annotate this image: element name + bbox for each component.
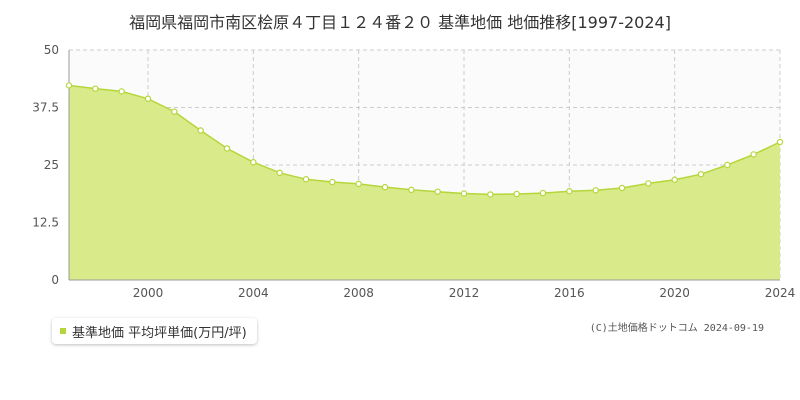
data-point xyxy=(408,186,415,194)
data-point xyxy=(118,88,125,95)
y-tick-label: 25 xyxy=(44,158,59,172)
data-point xyxy=(645,180,652,187)
legend-label: 基準地価 平均坪単価(万円/坪) xyxy=(72,325,247,341)
x-tick-label: 2024 xyxy=(765,286,796,300)
data-point xyxy=(276,169,283,177)
data-point xyxy=(566,188,573,195)
x-tick-label: 2020 xyxy=(659,286,690,300)
data-point xyxy=(697,170,705,178)
data-point xyxy=(144,95,152,102)
data-point xyxy=(355,180,362,188)
series-area xyxy=(68,84,781,281)
y-tick-label: 50 xyxy=(44,43,59,57)
y-tick-label: 12.5 xyxy=(32,216,59,230)
data-point xyxy=(513,190,520,198)
x-tick-label: 2000 xyxy=(133,286,164,300)
data-point xyxy=(618,184,626,192)
data-point xyxy=(750,151,757,158)
x-tick-label: 2008 xyxy=(343,286,374,300)
data-point xyxy=(223,145,231,152)
data-point xyxy=(434,188,441,195)
data-point xyxy=(92,85,99,92)
data-points xyxy=(65,82,784,198)
y-tick-label: 37.5 xyxy=(32,101,59,115)
data-point xyxy=(65,82,73,89)
data-point xyxy=(250,159,257,166)
data-point xyxy=(592,187,599,194)
data-point xyxy=(724,161,731,169)
data-point xyxy=(197,127,204,134)
x-tick-label: 2012 xyxy=(449,286,480,300)
data-point xyxy=(539,189,547,197)
copyright-notice: (C)土地価格ドットコム 2024-09-19 xyxy=(589,323,764,334)
data-point xyxy=(171,108,178,115)
data-point xyxy=(671,176,678,183)
tick-labels: 0 12.5 25 37.5 50 2000 2004 2008 2012 2016 2020 202… xyxy=(32,43,795,300)
chart-plot: 0 12.5 25 37.5 50 2000 2004 2008 2012 2016 2020 202… xyxy=(32,43,795,300)
data-point xyxy=(302,176,310,183)
chart-title: 福岡県福岡市南区桧原４丁目１２４番２０ 基準地価 地価推移[1997-2024] xyxy=(129,13,671,32)
legend-marker-icon xyxy=(60,328,66,334)
data-point xyxy=(487,191,494,198)
data-point xyxy=(776,138,784,146)
data-point xyxy=(329,178,336,186)
legend[interactable]: 基準地価 平均坪単価(万円/坪) xyxy=(52,318,257,344)
data-point xyxy=(381,183,389,191)
y-tick-label: 0 xyxy=(51,273,59,287)
series-line xyxy=(68,84,781,196)
x-tick-label: 2016 xyxy=(554,286,585,300)
data-point xyxy=(460,190,468,197)
x-tick-label: 2004 xyxy=(238,286,269,300)
series-area-fill xyxy=(69,85,780,281)
